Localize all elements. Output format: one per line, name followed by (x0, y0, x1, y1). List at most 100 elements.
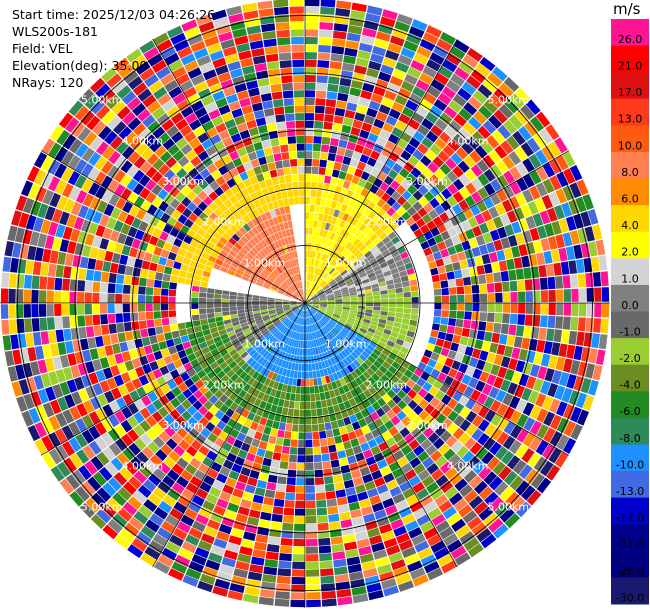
velocity-gate (126, 165, 139, 178)
velocity-gate (267, 299, 275, 302)
velocity-gate (469, 329, 478, 339)
velocity-gate (146, 319, 155, 328)
velocity-gate (477, 84, 493, 99)
velocity-gate (489, 164, 503, 178)
velocity-gate (305, 288, 308, 296)
velocity-gate (401, 280, 410, 288)
velocity-gate (149, 235, 159, 246)
velocity-gate (327, 332, 334, 340)
velocity-gate (500, 140, 514, 155)
velocity-gate (285, 229, 291, 237)
velocity-gate (176, 521, 191, 534)
velocity-gate (292, 307, 299, 312)
velocity-gate (351, 351, 359, 359)
velocity-gate (205, 559, 221, 571)
velocity-gate (271, 372, 278, 381)
velocity-gate (31, 289, 39, 303)
velocity-gate (533, 456, 548, 472)
velocity-gate (161, 547, 177, 561)
velocity-gate (376, 326, 385, 333)
velocity-gate (114, 438, 128, 452)
velocity-gate (310, 307, 317, 313)
velocity-gate (239, 226, 248, 236)
velocity-gate (82, 193, 95, 207)
velocity-gate (457, 382, 468, 394)
velocity-gate (348, 343, 356, 351)
velocity-gate (379, 352, 388, 361)
velocity-gate (311, 266, 315, 274)
velocity-gate (357, 491, 369, 501)
velocity-gate (568, 199, 580, 215)
velocity-gate (130, 303, 138, 313)
velocity-gate (115, 197, 127, 210)
velocity-gate (130, 285, 139, 295)
velocity-gate (511, 246, 521, 258)
velocity-gate (362, 226, 371, 235)
velocity-gate (358, 214, 367, 223)
velocity-gate (423, 527, 439, 540)
velocity-gate (237, 474, 249, 484)
velocity-gate (199, 384, 209, 395)
velocity-gate (183, 433, 195, 445)
velocity-gate (497, 226, 508, 239)
velocity-gate (223, 86, 236, 97)
velocity-gate (581, 347, 591, 362)
velocity-gate (361, 122, 373, 132)
start-time: Start time: 2025/12/03 04:26:26 (12, 7, 216, 22)
velocity-gate (348, 398, 357, 407)
velocity-gate (320, 568, 334, 577)
velocity-gate (324, 313, 332, 318)
colorbar-tick-label: -2.0 (619, 352, 640, 365)
velocity-gate (266, 482, 277, 491)
velocity-gate (371, 317, 379, 323)
velocity-gate (46, 317, 55, 330)
velocity-gate (515, 399, 528, 413)
velocity-gate (305, 432, 313, 440)
velocity-gate (313, 212, 319, 221)
velocity-gate (418, 410, 430, 421)
velocity-gate (306, 288, 309, 296)
velocity-gate (203, 351, 213, 360)
velocity-gate (476, 359, 486, 371)
velocity-gate (234, 356, 243, 364)
velocity-gate (259, 231, 267, 240)
velocity-gate (181, 451, 193, 463)
velocity-gate (61, 167, 74, 182)
velocity-gate (178, 547, 194, 560)
velocity-gate (349, 292, 358, 296)
velocity-gate (92, 303, 100, 315)
velocity-gate (280, 264, 286, 272)
velocity-gate (437, 150, 450, 163)
velocity-gate (492, 66, 508, 82)
velocity-gate (401, 384, 412, 394)
velocity-gate (405, 450, 417, 462)
velocity-gate (202, 439, 214, 450)
velocity-gate (576, 331, 585, 346)
velocity-gate (133, 470, 147, 484)
velocity-gate (366, 344, 375, 352)
velocity-gate (309, 308, 315, 315)
velocity-gate (282, 82, 293, 91)
velocity-gate (187, 244, 197, 254)
velocity-gate (450, 545, 467, 560)
velocity-gate (302, 341, 305, 349)
velocity-gate (243, 531, 256, 541)
velocity-gate (415, 218, 426, 228)
velocity-gate (282, 515, 294, 524)
velocity-gate (157, 93, 172, 106)
velocity-gate (67, 170, 81, 186)
velocity-gate (323, 285, 330, 291)
velocity-gate (198, 113, 211, 125)
velocity-gate (248, 127, 259, 137)
velocity-gate (55, 369, 66, 383)
velocity-gate (291, 305, 298, 309)
velocity-gate (465, 423, 478, 437)
velocity-gate (253, 199, 262, 208)
velocity-gate (104, 250, 114, 262)
velocity-gate (483, 99, 498, 114)
velocity-gate (471, 284, 480, 294)
velocity-gate (207, 432, 218, 444)
velocity-gate (259, 274, 267, 281)
velocity-gate (311, 283, 317, 290)
velocity-gate (364, 334, 373, 341)
